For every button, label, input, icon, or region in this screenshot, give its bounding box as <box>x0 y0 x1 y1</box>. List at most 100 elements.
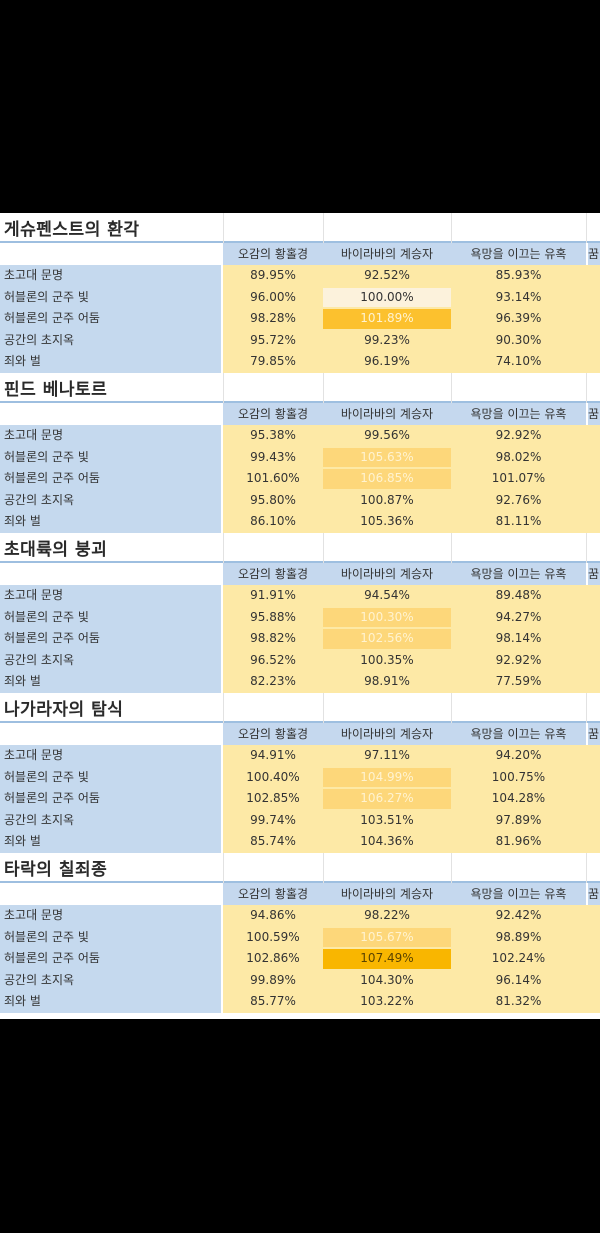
value-cell[interactable]: 97.89% <box>495 812 542 827</box>
value-cell[interactable]: 101.60% <box>246 471 300 486</box>
value-cell[interactable]: 102.86% <box>246 951 300 966</box>
value-cell[interactable]: 89.95% <box>250 268 296 282</box>
value-cell[interactable]: 98.91% <box>364 674 410 689</box>
column-header[interactable]: 꿈 <box>588 403 600 425</box>
block-title[interactable]: 나가라자의 탐식 <box>4 700 124 720</box>
value-cell[interactable]: 100.30% <box>323 607 451 628</box>
value-cell[interactable]: 96.19% <box>364 354 410 369</box>
row-label[interactable]: 허블론의 군주 빛 <box>4 609 89 624</box>
value-cell[interactable]: 98.28% <box>250 311 296 326</box>
value-cell[interactable]: 96.52% <box>250 652 296 667</box>
value-cell[interactable]: 85.93% <box>495 268 542 282</box>
value-cell[interactable]: 100.87% <box>360 492 414 507</box>
value-cell[interactable]: 77.59% <box>495 674 542 689</box>
value-cell[interactable]: 95.80% <box>250 492 296 507</box>
column-header[interactable]: 꿈 <box>588 243 600 265</box>
column-header[interactable]: 꿈 <box>588 723 600 745</box>
column-header[interactable]: 욕망을 이끄는 유혹 <box>451 403 586 425</box>
value-cell[interactable]: 102.24% <box>491 951 546 966</box>
row-label[interactable]: 공간의 초지옥 <box>4 492 75 507</box>
value-cell[interactable]: 107.49% <box>323 949 451 969</box>
value-cell[interactable]: 100.35% <box>360 652 414 667</box>
row-label[interactable]: 죄와 벌 <box>4 354 41 369</box>
value-cell[interactable]: 106.27% <box>323 789 451 809</box>
value-cell[interactable]: 82.23% <box>250 674 296 689</box>
value-cell[interactable]: 99.56% <box>364 428 410 442</box>
value-cell[interactable]: 94.20% <box>495 748 542 762</box>
value-cell[interactable]: 105.36% <box>360 514 414 529</box>
row-label[interactable]: 허블론의 군주 어둠 <box>4 791 100 806</box>
column-header[interactable]: 오감의 황홀경 <box>223 723 323 745</box>
value-cell[interactable]: 104.36% <box>360 834 414 849</box>
value-cell[interactable]: 104.30% <box>360 972 414 987</box>
value-cell[interactable]: 93.14% <box>495 289 542 304</box>
row-label[interactable]: 허블론의 군주 빛 <box>4 929 89 944</box>
column-header[interactable]: 꿈 <box>588 883 600 905</box>
block-title[interactable]: 핀드 베나토르 <box>4 380 108 400</box>
column-header[interactable]: 욕망을 이끄는 유혹 <box>451 243 586 265</box>
value-cell[interactable]: 98.22% <box>364 908 410 922</box>
row-label[interactable]: 초고대 문명 <box>4 748 64 762</box>
row-label[interactable]: 공간의 초지옥 <box>4 972 75 987</box>
value-cell[interactable]: 99.74% <box>250 812 296 827</box>
value-cell[interactable]: 94.91% <box>250 748 296 762</box>
column-header[interactable]: 바이라바의 계승자 <box>323 243 451 265</box>
value-cell[interactable]: 81.32% <box>495 994 542 1009</box>
column-header[interactable]: 오감의 황홀경 <box>223 563 323 585</box>
block-title[interactable]: 초대륙의 붕괴 <box>4 540 108 560</box>
row-label[interactable]: 초고대 문명 <box>4 268 64 282</box>
value-cell[interactable]: 79.85% <box>250 354 296 369</box>
value-cell[interactable]: 99.43% <box>250 449 296 464</box>
value-cell[interactable]: 96.14% <box>495 972 542 987</box>
column-header[interactable]: 오감의 황홀경 <box>223 403 323 425</box>
row-label[interactable]: 죄와 벌 <box>4 674 41 689</box>
value-cell[interactable]: 95.38% <box>250 428 296 442</box>
value-cell[interactable]: 102.56% <box>323 629 451 649</box>
value-cell[interactable]: 98.14% <box>495 631 542 646</box>
value-cell[interactable]: 102.85% <box>246 791 300 806</box>
value-cell[interactable]: 104.99% <box>323 767 451 788</box>
row-label[interactable]: 허블론의 군주 어둠 <box>4 951 100 966</box>
row-label[interactable]: 공간의 초지옥 <box>4 812 75 827</box>
value-cell[interactable]: 95.88% <box>250 609 296 624</box>
value-cell[interactable]: 103.51% <box>360 812 414 827</box>
row-label[interactable]: 죄와 벌 <box>4 994 41 1009</box>
value-cell[interactable]: 92.42% <box>495 908 542 922</box>
row-label[interactable]: 허블론의 군주 어둠 <box>4 311 100 326</box>
row-label[interactable]: 허블론의 군주 어둠 <box>4 631 100 646</box>
value-cell[interactable]: 100.40% <box>246 769 300 784</box>
row-label[interactable]: 죄와 벌 <box>4 834 41 849</box>
value-cell[interactable]: 99.89% <box>250 972 296 987</box>
column-header[interactable]: 바이라바의 계승자 <box>323 403 451 425</box>
value-cell[interactable]: 81.11% <box>495 514 542 529</box>
row-label[interactable]: 허블론의 군주 어둠 <box>4 471 100 486</box>
value-cell[interactable]: 85.77% <box>250 994 296 1009</box>
value-cell[interactable]: 94.86% <box>250 908 296 922</box>
value-cell[interactable]: 94.54% <box>364 588 410 602</box>
column-header[interactable]: 욕망을 이끄는 유혹 <box>451 723 586 745</box>
value-cell[interactable]: 92.76% <box>495 492 542 507</box>
row-label[interactable]: 죄와 벌 <box>4 514 41 529</box>
block-title[interactable]: 타락의 칠죄종 <box>4 860 108 880</box>
value-cell[interactable]: 89.48% <box>495 588 542 602</box>
value-cell[interactable]: 96.39% <box>495 311 542 326</box>
value-cell[interactable]: 105.67% <box>323 927 451 948</box>
value-cell[interactable]: 100.00% <box>323 287 451 308</box>
row-label[interactable]: 공간의 초지옥 <box>4 652 75 667</box>
value-cell[interactable]: 99.23% <box>364 332 410 347</box>
value-cell[interactable]: 104.28% <box>491 791 546 806</box>
value-cell[interactable]: 101.07% <box>491 471 546 486</box>
row-label[interactable]: 허블론의 군주 빛 <box>4 769 89 784</box>
value-cell[interactable]: 98.02% <box>495 449 542 464</box>
row-label[interactable]: 허블론의 군주 빛 <box>4 289 89 304</box>
value-cell[interactable]: 91.91% <box>250 588 296 602</box>
value-cell[interactable]: 85.74% <box>250 834 296 849</box>
column-header[interactable]: 꿈 <box>588 563 600 585</box>
column-header[interactable]: 욕망을 이끄는 유혹 <box>451 883 586 905</box>
value-cell[interactable]: 92.92% <box>495 428 542 442</box>
value-cell[interactable]: 100.59% <box>246 929 300 944</box>
value-cell[interactable]: 92.52% <box>364 268 410 282</box>
column-header[interactable]: 오감의 황홀경 <box>223 243 323 265</box>
value-cell[interactable]: 98.89% <box>495 929 542 944</box>
column-header[interactable]: 바이라바의 계승자 <box>323 563 451 585</box>
